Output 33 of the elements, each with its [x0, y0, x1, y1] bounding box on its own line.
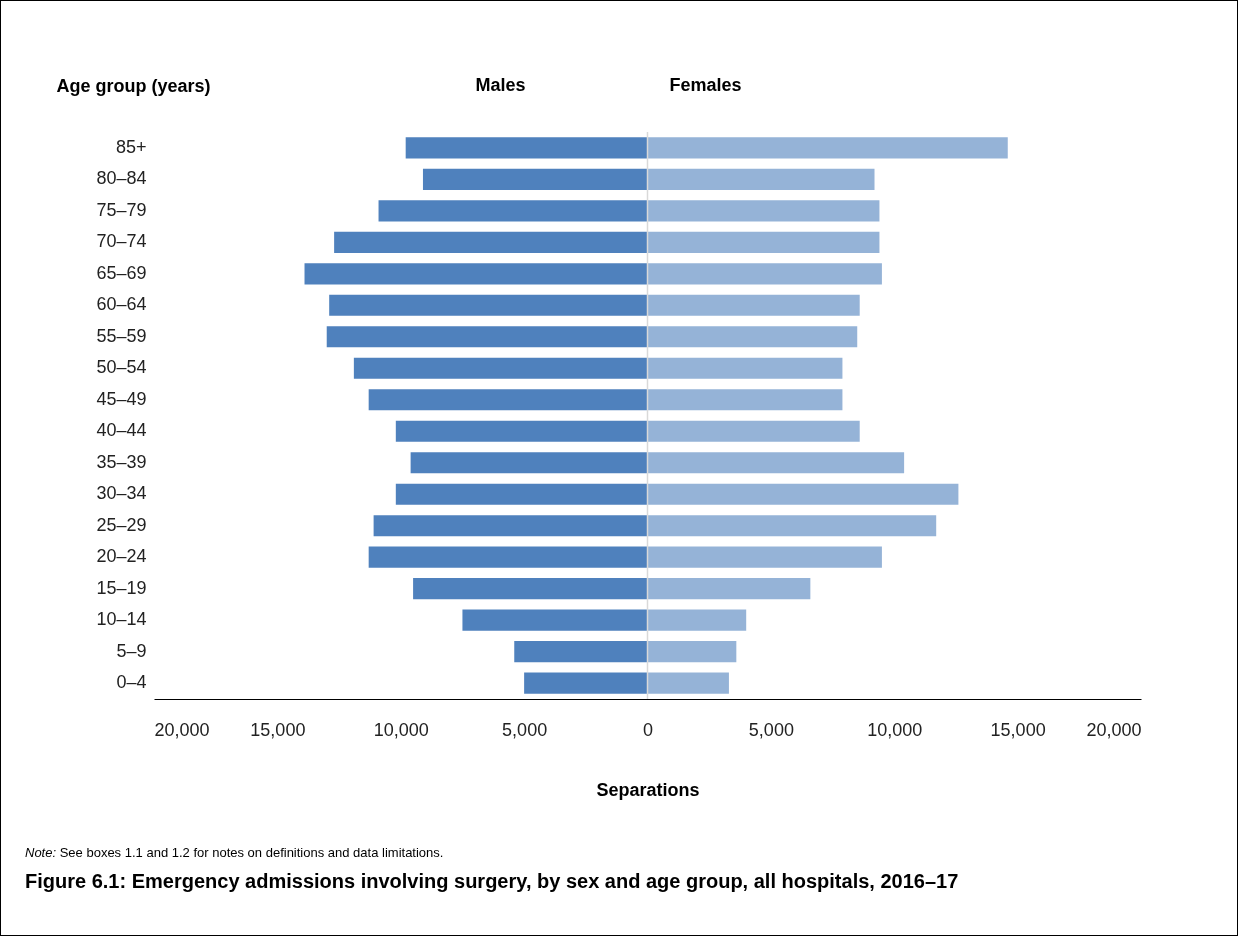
x-tick-label: 10,000	[373, 719, 429, 740]
y-tick-label: 60–64	[96, 294, 147, 315]
x-axis-title: Separations	[596, 779, 700, 800]
y-tick-label: 75–79	[96, 199, 147, 220]
y-tick-label: 45–49	[96, 388, 147, 409]
y-tick-label: 85+	[115, 136, 147, 157]
y-tick-label: 55–59	[96, 325, 147, 346]
x-tick-label: 5,000	[748, 719, 794, 740]
x-tick-label: 0	[642, 719, 654, 740]
y-tick-label: 0–4	[116, 672, 147, 693]
x-tick-label: 20,000	[154, 719, 210, 740]
y-tick-label: 30–34	[96, 483, 147, 504]
text: Males	[475, 75, 526, 95]
y-tick-label: 70–74	[96, 231, 147, 252]
y-tick-label: 25–29	[96, 514, 147, 535]
x-tick-label: 5,000	[502, 719, 548, 740]
x-tick-label: 15,000	[250, 719, 306, 740]
y-tick-label: 5–9	[116, 640, 147, 661]
x-tick-label: 15,000	[990, 719, 1046, 740]
y-tick-label: 65–69	[96, 262, 147, 283]
y-tick-label: 50–54	[96, 357, 147, 378]
x-tick-label: 10,000	[867, 719, 923, 740]
y-tick-label: 20–24	[96, 546, 147, 567]
y-tick-label: 15–19	[96, 577, 147, 598]
y-tick-label: 40–44	[96, 420, 147, 441]
text: Females	[669, 75, 742, 95]
x-tick-label: 20,000	[1086, 719, 1142, 740]
y-tick-label: 10–14	[96, 609, 147, 630]
text: Figure 6.1: Emergency admissions involving surgery, by sex and age group, all hospitals, 2016–17	[25, 869, 960, 893]
y-tick-label: 80–84	[96, 168, 147, 189]
y-axis-title: Age group (years)	[56, 75, 211, 96]
text: Note: See boxes 1.1 and 1.2 for notes on definitions and data limitations.	[25, 845, 444, 860]
y-tick-label: 35–39	[96, 451, 147, 472]
